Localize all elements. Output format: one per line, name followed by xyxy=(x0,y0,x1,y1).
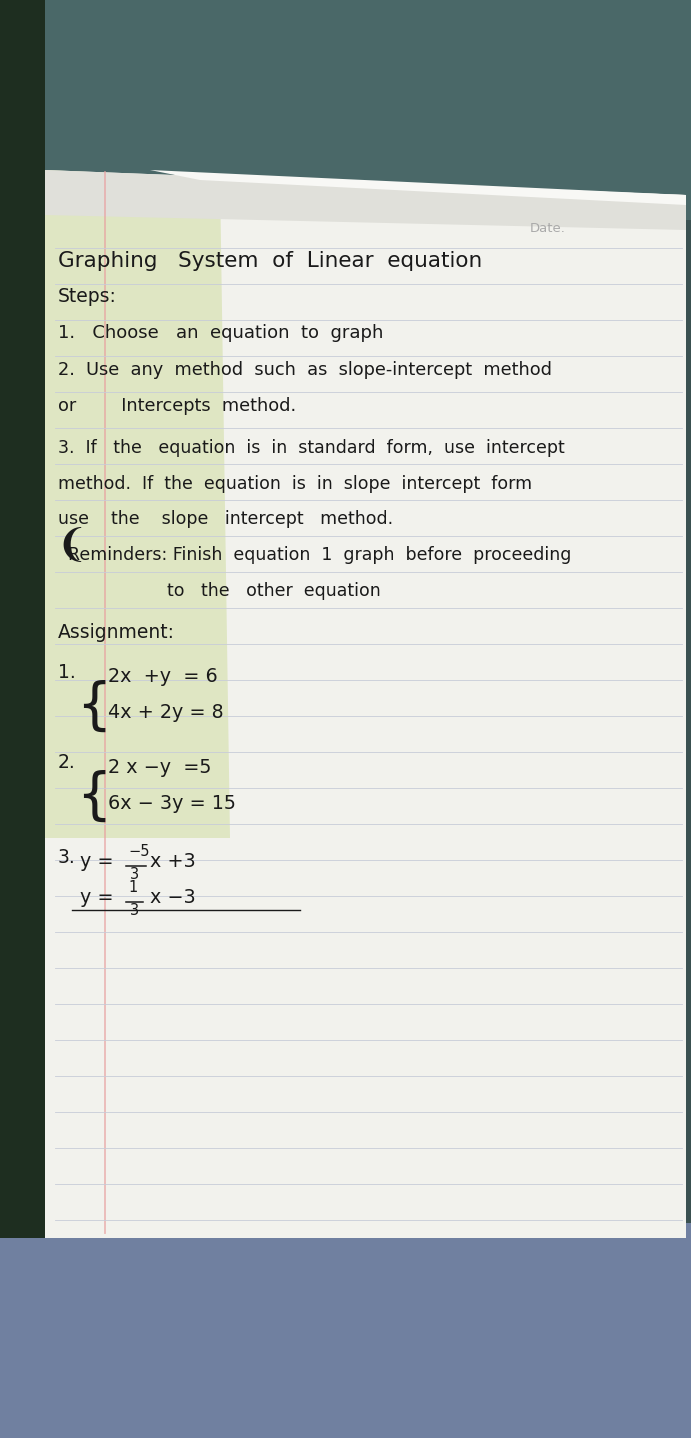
Text: to   the   other  equation: to the other equation xyxy=(68,582,381,600)
Bar xyxy=(0,1222,691,1438)
Text: 2.  Use  any  method  such  as  slope-intercept  method: 2. Use any method such as slope-intercep… xyxy=(58,361,552,380)
Bar xyxy=(0,0,45,1238)
Text: 3: 3 xyxy=(130,867,139,881)
Text: {: { xyxy=(76,680,111,733)
Text: or        Intercepts  method.: or Intercepts method. xyxy=(58,397,296,416)
Text: 3: 3 xyxy=(130,903,139,917)
Polygon shape xyxy=(0,0,691,200)
Text: 2 x −y  =5: 2 x −y =5 xyxy=(108,758,211,777)
Text: ❨: ❨ xyxy=(55,526,88,565)
Text: 3.  If   the   equation  is  in  standard  form,  use  intercept: 3. If the equation is in standard form, … xyxy=(58,439,565,457)
Text: 1: 1 xyxy=(128,880,138,894)
Text: Steps:: Steps: xyxy=(58,288,117,306)
Text: method.  If  the  equation  is  in  slope  intercept  form: method. If the equation is in slope inte… xyxy=(58,475,532,493)
Text: Graphing   System  of  Linear  equation: Graphing System of Linear equation xyxy=(58,252,482,270)
Text: 2.: 2. xyxy=(58,754,76,772)
Text: y =: y = xyxy=(80,889,120,907)
Polygon shape xyxy=(45,170,686,1238)
Bar xyxy=(0,0,691,220)
Text: y =: y = xyxy=(80,851,120,871)
Text: 1.   Choose   an  equation  to  graph: 1. Choose an equation to graph xyxy=(58,324,384,342)
Polygon shape xyxy=(45,170,686,230)
Text: Date.: Date. xyxy=(530,221,566,234)
Text: use    the    slope   intercept   method.: use the slope intercept method. xyxy=(58,510,393,528)
Text: −5: −5 xyxy=(128,844,149,858)
Text: Reminders: Finish  equation  1  graph  before  proceeding: Reminders: Finish equation 1 graph befor… xyxy=(68,546,571,564)
Text: {: { xyxy=(76,769,111,824)
Text: 4x + 2y = 8: 4x + 2y = 8 xyxy=(108,703,224,722)
Text: 3.: 3. xyxy=(58,848,76,867)
Text: 6x − 3y = 15: 6x − 3y = 15 xyxy=(108,794,236,812)
Polygon shape xyxy=(150,170,686,206)
Text: x −3: x −3 xyxy=(150,889,196,907)
Text: 2x  +y  = 6: 2x +y = 6 xyxy=(108,667,218,686)
Text: Assignment:: Assignment: xyxy=(58,623,175,641)
Polygon shape xyxy=(45,170,230,838)
Text: 1.: 1. xyxy=(58,663,76,682)
Text: x +3: x +3 xyxy=(150,851,196,871)
